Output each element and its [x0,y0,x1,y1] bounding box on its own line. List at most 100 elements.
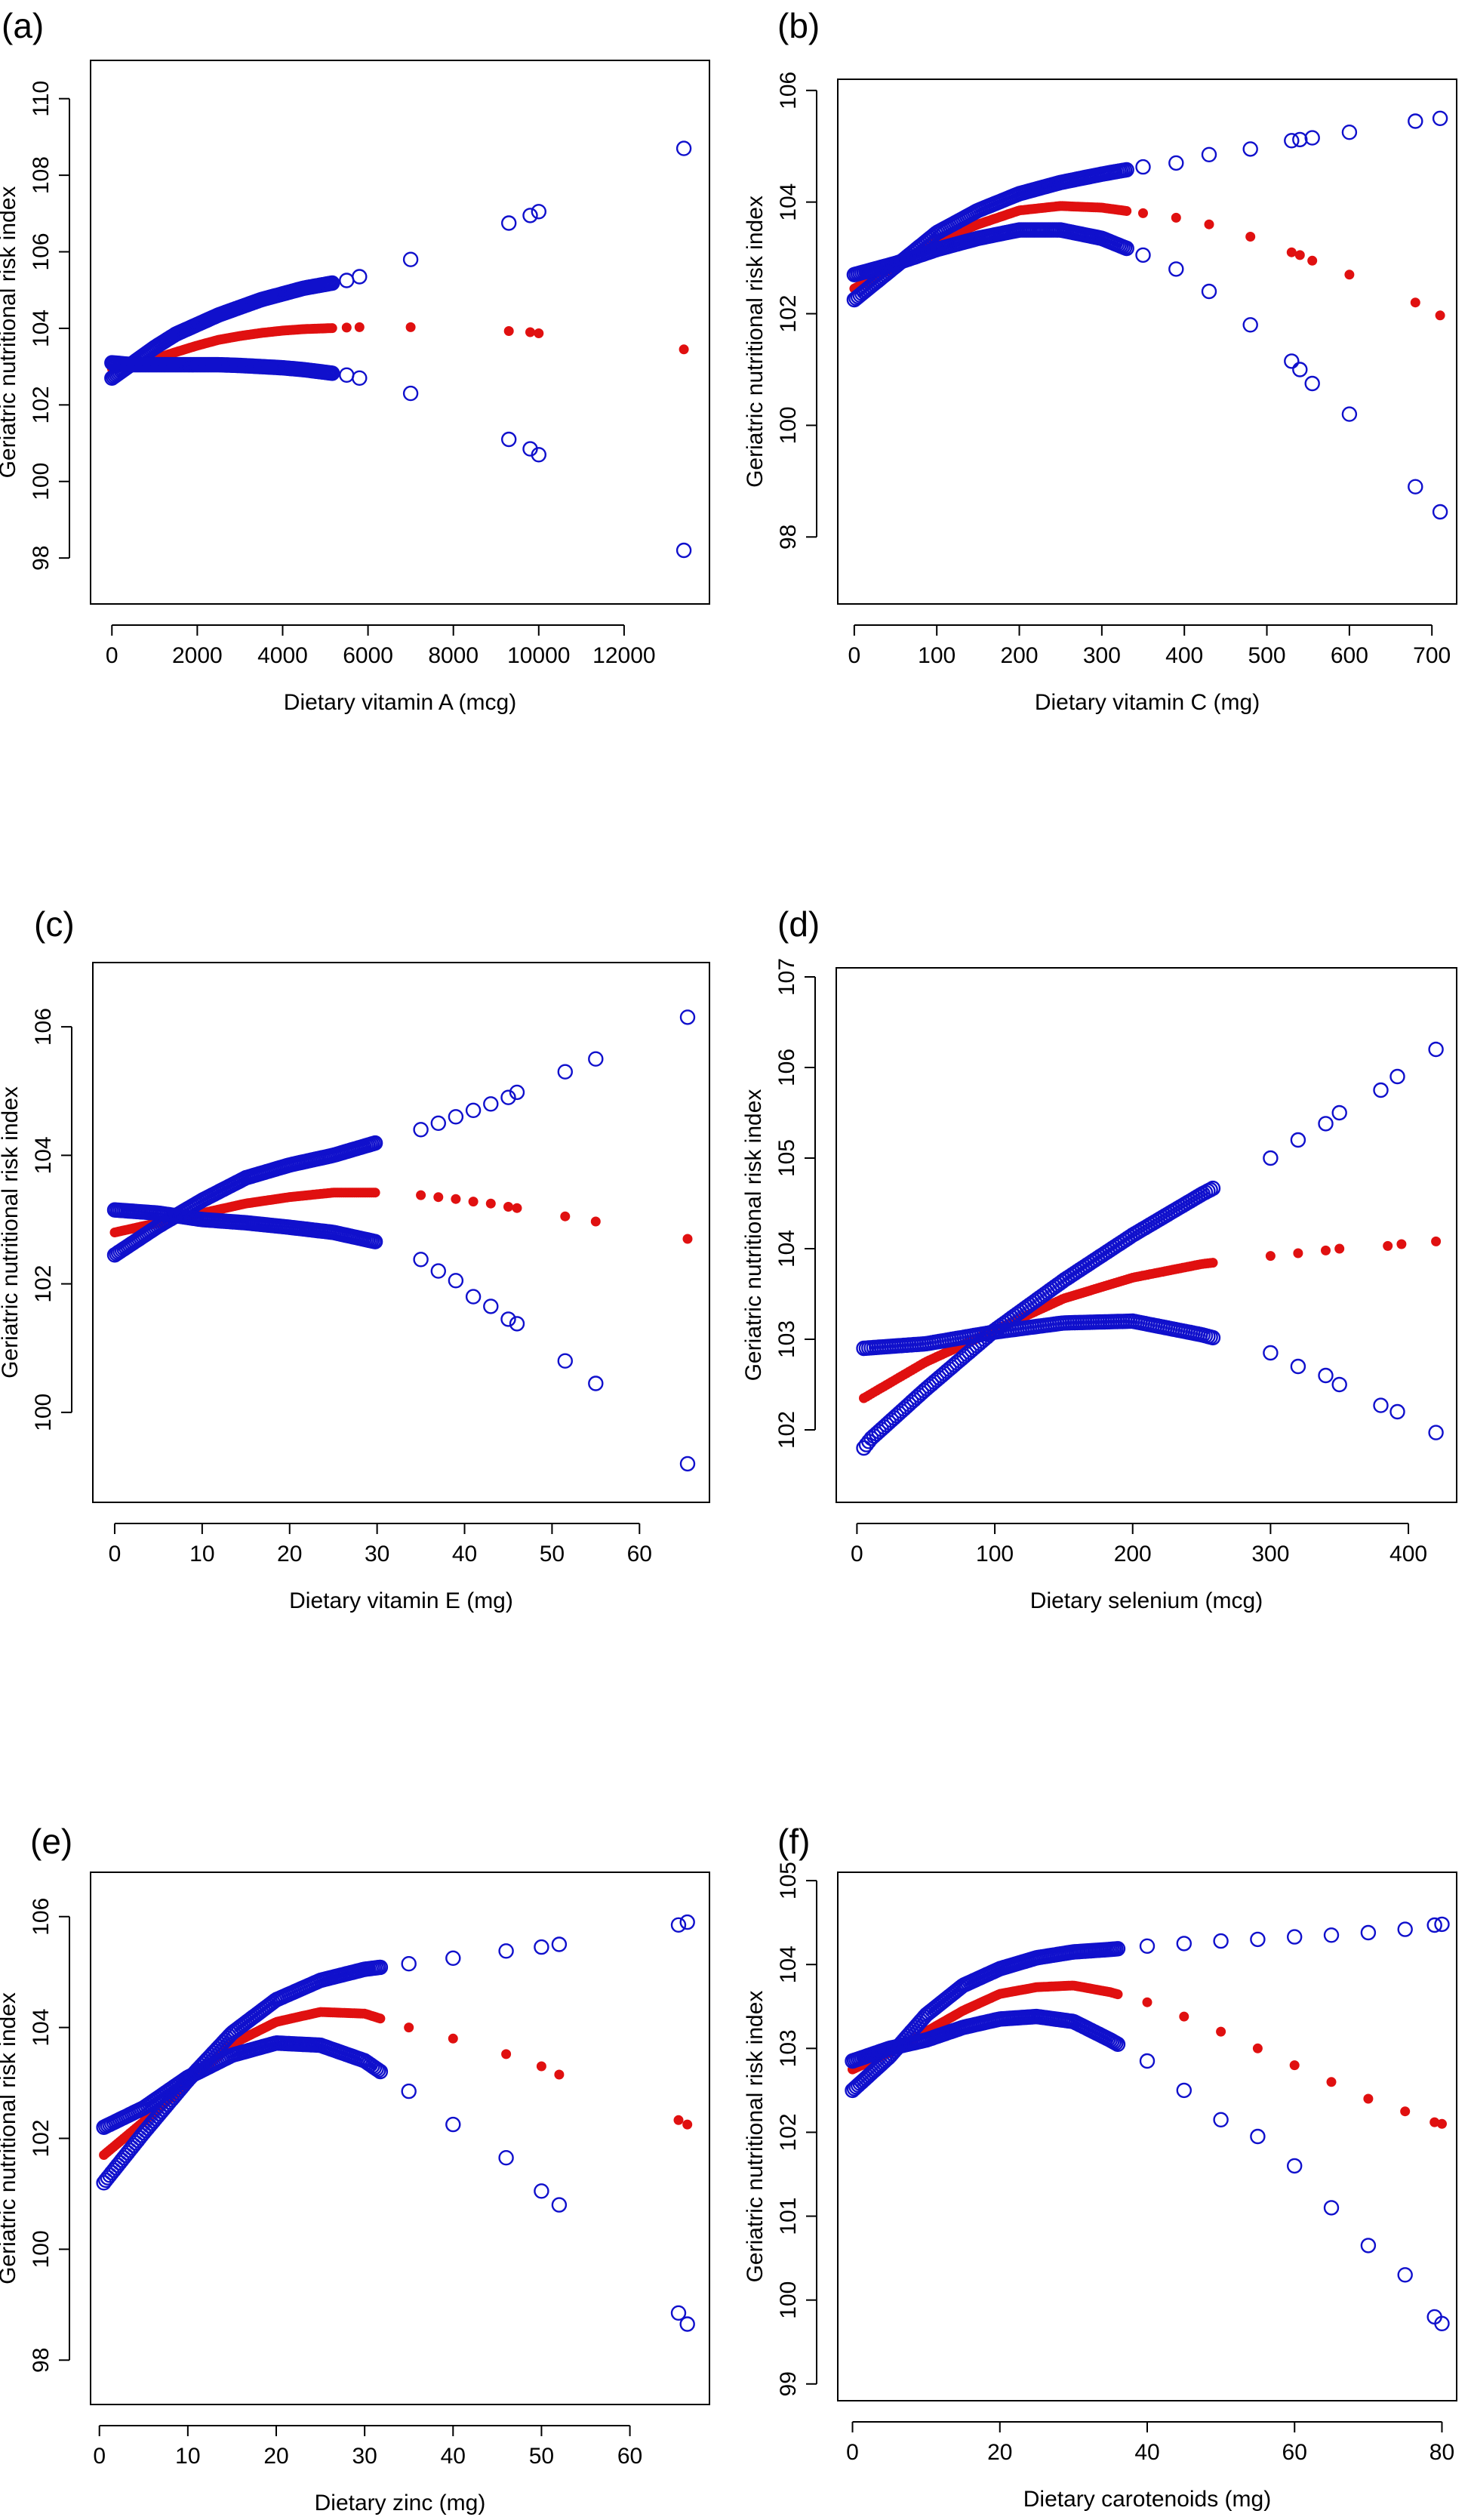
ci-point [445,1950,461,1967]
ci-point [465,1102,482,1119]
estimate-point [1437,2118,1447,2129]
x-tick-label: 0 [846,2440,859,2465]
ci-point [368,2061,384,2077]
ci-point [1318,1367,1334,1384]
ci-point [675,140,692,156]
estimate-point [1326,2077,1337,2087]
ci-point [501,215,517,231]
estimate-point [375,2013,386,2024]
ci-point [1432,504,1448,520]
chart-panel-a: (a) 0 2000 4000 6000 8000 10000 12000 Dietary vi… [0,6,710,715]
ci-point [1250,1931,1266,1948]
estimate-point [1321,1245,1331,1255]
y-axis-title: Geriatric nutritional risk index [0,1992,20,2284]
ci-point [1205,1329,1221,1346]
ci-point [1341,124,1358,140]
ci-point [557,1353,573,1369]
x-axis-title: Dietary zinc (mg) [315,2491,486,2515]
ci-point [1397,2267,1413,2283]
ci-series [846,110,1448,308]
estimate-point [1171,212,1181,223]
estimate-point [1289,2060,1300,2071]
ci-point [413,1122,429,1138]
y-tick-label: 104 [776,183,801,221]
estimate-point [1122,206,1132,216]
ci-point [465,1289,482,1305]
plot-frame [837,79,1457,605]
ci-point [557,1064,573,1080]
ci-point [1109,1941,1126,1957]
ci-point [430,1263,446,1279]
ci-point [372,1959,389,1976]
x-tick-label: 10000 [507,643,570,668]
estimate-point [433,1192,444,1203]
y-tick-label: 98 [29,2348,54,2373]
estimate-point [1383,1240,1393,1251]
x-tick-label: 12000 [592,643,655,668]
y-tick-label: 106 [29,233,54,270]
ci-series [856,1041,1444,1456]
ci-point [1389,1403,1405,1420]
ci-point [1109,2036,1126,2053]
ci-point [509,1316,525,1332]
y-tick-label: 100 [31,1394,56,1431]
x-tick-label: 60 [627,1542,652,1567]
ci-point [522,208,538,223]
estimate-point [1112,1989,1123,2000]
y-tick-label: 104 [29,2009,54,2047]
y-tick-label: 106 [774,1049,799,1086]
chart-panel-d: (d) 0 100 200 300 400 Dietary selenium (mcg) 10… [741,904,1457,1613]
plot-frame [90,1872,710,2405]
ci-point [1290,1132,1306,1148]
ci-point [1119,162,1134,178]
ci-point [402,385,419,402]
ci-point [1428,1041,1444,1058]
ci-point [445,2116,461,2133]
estimate-point [1410,297,1420,308]
estimate-point [536,2061,546,2072]
x-tick-label: 0 [848,643,861,668]
ci-point [531,204,546,220]
x-tick-label: 0 [109,1542,122,1567]
ci-point [1292,131,1308,148]
x-tick-label: 40 [452,1542,477,1567]
y-axis-title: Geriatric nutritional risk index [0,186,20,479]
x-tick-label: 50 [540,1542,565,1567]
y-tick-label: 104 [774,1230,799,1268]
estimate-point [1334,1243,1345,1254]
ci-point [551,2197,568,2213]
ci-point [371,2062,386,2078]
chart-panel-f: (f) 0 20 40 60 80 Dietary carotenoids (mg) 99 10… [743,1822,1457,2512]
estimate-series [106,322,689,374]
ci-point [352,269,368,285]
ci-series [96,1914,695,2191]
estimate-point [327,323,337,334]
y-tick-label: 105 [776,1862,801,1899]
ci-point [1360,1924,1377,1941]
ci-point [1201,146,1217,163]
ci-point [1176,1936,1192,1952]
ci-point [1263,1345,1279,1361]
x-tick-label: 20 [277,1542,302,1567]
ci-point [1426,1917,1442,1933]
ci-point [1341,406,1358,422]
x-tick-label: 0 [106,643,118,668]
ci-series [104,355,692,559]
estimate-point [1344,270,1355,280]
estimate-point [1435,310,1445,321]
panel-label: (b) [777,6,820,45]
ci-point [1284,133,1300,149]
y-tick-label: 101 [776,2198,801,2235]
estimate-point [503,326,514,336]
ci-point [531,447,546,463]
x-tick-label: 30 [352,2444,377,2469]
ci-point [413,1252,429,1268]
estimate-point [1286,247,1297,257]
ci-point [1139,2053,1156,2069]
estimate-point [1216,2026,1226,2037]
x-tick-label: 300 [1251,1542,1289,1567]
x-tick-label: 400 [1389,1542,1427,1567]
x-tick-label: 2000 [172,643,223,668]
ci-point [1373,1397,1389,1413]
ci-point [670,2305,687,2321]
